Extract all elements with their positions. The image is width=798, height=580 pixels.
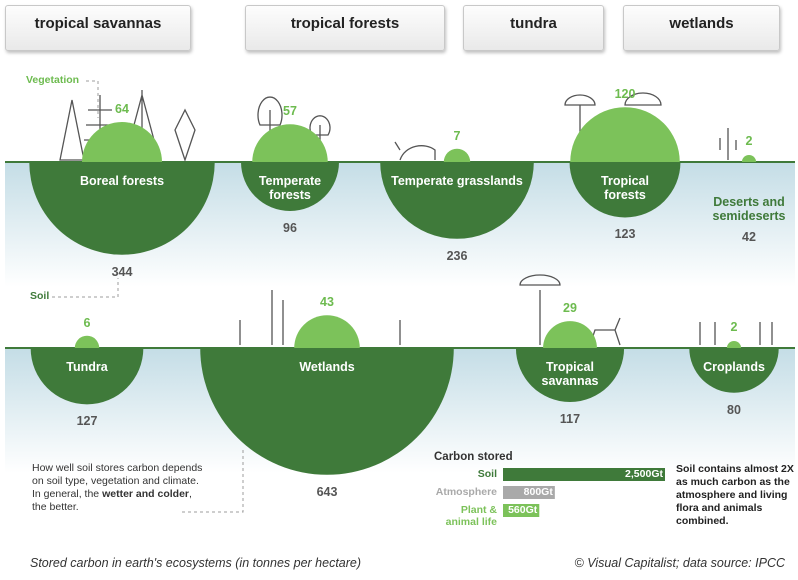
- soil-value: 42: [719, 230, 779, 244]
- carbon-row-name: Atmosphere: [430, 486, 497, 498]
- ecosystem-name: Tropical forests: [585, 174, 665, 202]
- ecosystem-name: Tropical savannas: [530, 360, 610, 388]
- soil-label: Soil: [30, 290, 49, 302]
- carbon-bar-label: 560Gt: [479, 504, 537, 517]
- page: tropical savannas tropical forests tundr…: [0, 0, 798, 580]
- credit: © Visual Capitalist; data source: IPCC: [540, 556, 785, 570]
- soil-value: 96: [260, 221, 320, 235]
- carbon-bar-label: 2,500Gt: [605, 468, 663, 481]
- vegetation-value: 43: [307, 295, 347, 309]
- soil-value: 236: [427, 249, 487, 263]
- ecosystem-name: Boreal forests: [42, 174, 202, 188]
- note-part: wetter and colder: [102, 488, 189, 500]
- ecosystem-name: Temperate grasslands: [372, 174, 542, 188]
- ecosystem-name: Croplands: [689, 360, 779, 374]
- vegetation-value: 7: [437, 129, 477, 143]
- soil-value: 80: [704, 403, 764, 417]
- carbon-bar-label: 800Gt: [495, 486, 553, 499]
- note: How well soil stores carbon depends on s…: [32, 462, 207, 514]
- vegetation-value: 57: [270, 104, 310, 118]
- ecosystem-name: Deserts and semideserts: [704, 195, 794, 223]
- ecosystem-name: Temperate forests: [250, 174, 330, 202]
- vegetation-label: Vegetation: [26, 74, 79, 86]
- soil-value: 127: [57, 414, 117, 428]
- vegetation-value: 2: [729, 134, 769, 148]
- ecosystem-name: Tundra: [37, 360, 137, 374]
- vegetation-value: 2: [714, 320, 754, 334]
- soil-value: 643: [297, 485, 357, 499]
- soil-value: 123: [595, 227, 655, 241]
- vegetation-value: 6: [67, 316, 107, 330]
- caption: Stored carbon in earth's ecosystems (in …: [30, 556, 361, 570]
- vegetation-value: 29: [550, 301, 590, 315]
- carbon-row-name: Soil: [430, 468, 497, 480]
- soil-value: 344: [92, 265, 152, 279]
- ecosystem-name: Wetlands: [252, 360, 402, 374]
- vegetation-value: 64: [102, 102, 142, 116]
- infographic: Boreal forests 344 64 Temperate forests 96 57…: [0, 0, 798, 580]
- vegetation-value: 120: [605, 87, 645, 101]
- side-note: Soil contains almost 2X as much carbon a…: [676, 463, 794, 528]
- carbon-title: Carbon stored: [434, 451, 513, 463]
- soil-value: 117: [540, 412, 600, 426]
